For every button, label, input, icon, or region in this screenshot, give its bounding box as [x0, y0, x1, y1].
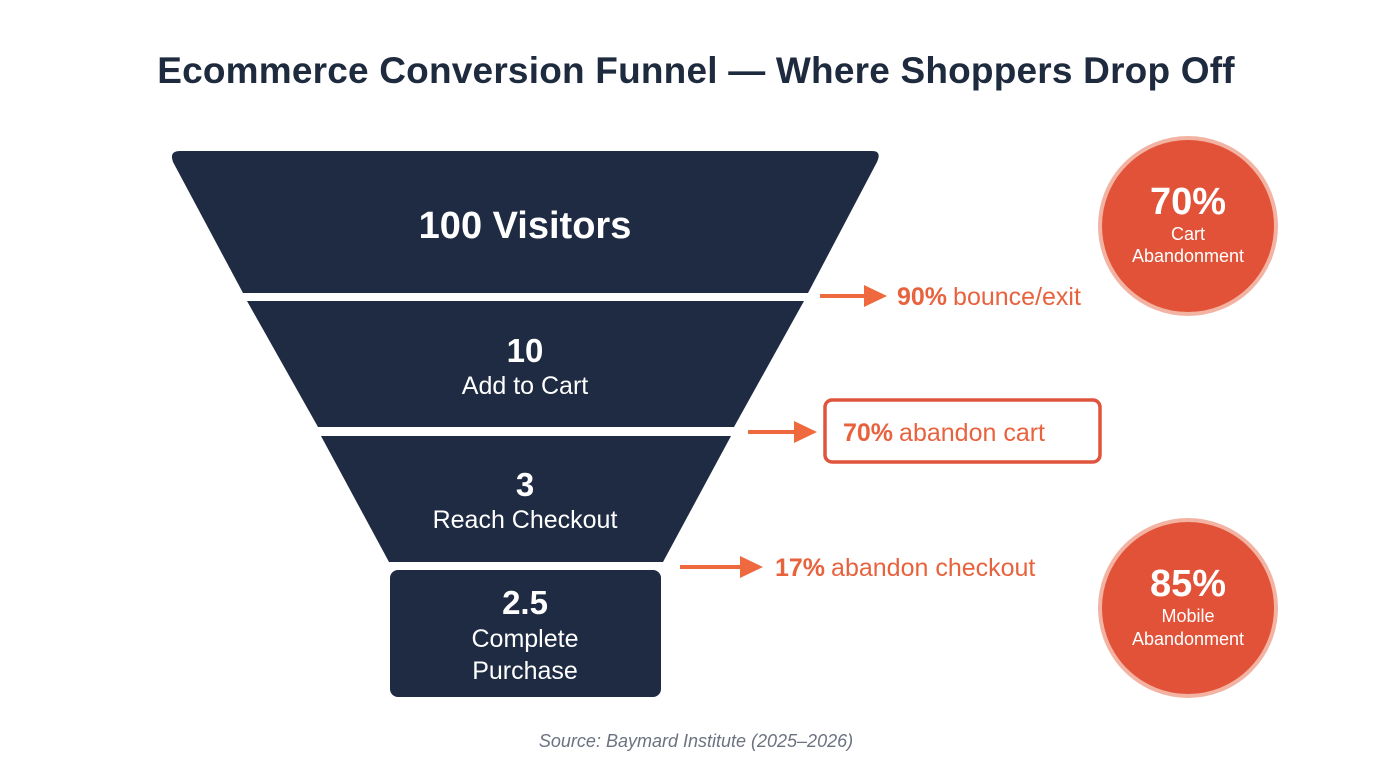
dropoff-1: 90% bounce/exit	[897, 283, 1081, 311]
arrow-icon	[820, 285, 887, 307]
stage-4-label-line2: Purchase	[472, 657, 578, 685]
stage-4-label: Complete	[472, 625, 579, 653]
highlight-box	[823, 398, 1102, 464]
dropoff-3: 17% abandon checkout	[775, 554, 1035, 582]
stage-2-value: 10	[507, 332, 544, 369]
badge-2-line2: Abandonment	[1132, 629, 1244, 649]
stage-4-value: 2.5	[502, 584, 548, 621]
mobile-abandonment-badge: 85% Mobile Abandonment	[1098, 518, 1278, 698]
badge-2-line1: Mobile	[1161, 606, 1214, 626]
badge-1-line1: Cart	[1171, 224, 1205, 244]
cart-abandonment-badge: 70% Cart Abandonment	[1098, 136, 1278, 316]
arrow-icon	[748, 421, 817, 443]
stage-3-label: Reach Checkout	[433, 506, 618, 534]
funnel-stage-visitors	[171, 151, 879, 293]
dropoff-2: 70% abandon cart	[843, 419, 1045, 447]
funnel-stage-reach-checkout	[321, 436, 731, 562]
stage-2-label: Add to Cart	[462, 372, 589, 400]
funnel-stage-complete-purchase	[390, 570, 661, 697]
source-note: Source: Baymard Institute (2025–2026)	[538, 731, 854, 751]
arrow-icon	[680, 556, 763, 578]
page-title: Ecommerce Conversion Funnel — Where Shop…	[157, 50, 1235, 91]
badge-1-line2: Abandonment	[1132, 246, 1244, 266]
badge-2-value: 85%	[1150, 563, 1226, 605]
badge-1-value: 70%	[1150, 181, 1226, 223]
funnel-stage-add-to-cart	[247, 301, 804, 427]
stage-3-value: 3	[516, 466, 534, 503]
stage-1-value: 100 Visitors	[419, 205, 632, 247]
